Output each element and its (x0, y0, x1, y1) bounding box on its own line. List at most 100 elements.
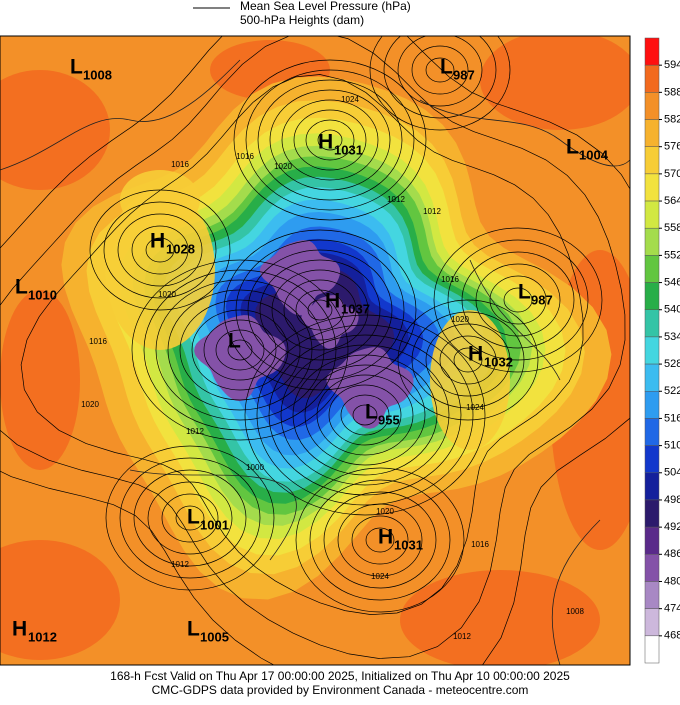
isobar (365, 527, 395, 553)
isobar-label: 1016 (89, 337, 107, 346)
colorbar-box (644, 581, 660, 609)
isobar (161, 493, 219, 543)
isobar (271, 269, 369, 351)
pressure-center-value: 1010 (28, 287, 57, 302)
isobar (269, 89, 391, 191)
colorbar-box (644, 554, 660, 582)
pressure-center-type: H (468, 343, 483, 366)
pressure-center-type: L (187, 618, 200, 641)
isobar-label: 1012 (387, 195, 405, 204)
pressure-center-type: H (12, 618, 27, 641)
colorbar-label: 504 (664, 467, 680, 479)
colorbar-box (644, 472, 660, 501)
colorbar-label: 474 (664, 603, 680, 615)
isobar (316, 374, 414, 456)
isobar (293, 109, 367, 171)
height-core (194, 315, 286, 402)
isobar (223, 229, 417, 391)
colorbar-label: 516 (664, 412, 680, 424)
colorbar-label: 510 (664, 440, 680, 452)
colorbar-label: 588 (664, 86, 680, 98)
pressure-center-type: L (566, 136, 579, 159)
isobar (397, 36, 483, 107)
isobar-label: 1012 (453, 632, 471, 641)
isobar (20, 74, 584, 615)
isobar (259, 259, 381, 361)
isobar (257, 79, 403, 201)
isobar (292, 354, 438, 476)
isobar (131, 225, 189, 275)
isobar (433, 227, 603, 373)
isobar (133, 469, 247, 567)
ridge (120, 170, 200, 230)
colorbar-box (644, 173, 660, 202)
colorbar-box (644, 363, 660, 392)
colorbar-label: 480 (664, 575, 680, 587)
colorbar-box (644, 146, 660, 175)
height-patch (0, 290, 80, 470)
map-border (0, 35, 631, 666)
isobar (295, 289, 345, 331)
ridge (105, 190, 215, 350)
isobar-label: 1016 (236, 152, 254, 161)
colorbar-label: 522 (664, 385, 680, 397)
isobar (304, 364, 426, 466)
isobar-label: 1012 (423, 207, 441, 216)
pressure-center-value: 1001 (200, 517, 229, 532)
pressure-center-type: H (318, 131, 333, 154)
pressure-center-type: L (440, 56, 453, 79)
isobar-label: 1000 (246, 463, 264, 472)
isobar (283, 279, 357, 341)
pressure-center-value: 1037 (341, 301, 370, 316)
isobar (235, 239, 405, 381)
isobar (191, 309, 289, 391)
isobar-label: 1020 (274, 162, 292, 171)
isobar (0, 36, 630, 665)
isobar-label: 1020 (451, 315, 469, 324)
isobar (489, 275, 547, 325)
colorbar-box (644, 200, 660, 229)
height-patch (0, 540, 120, 660)
colorbar-box (644, 309, 660, 338)
colorbar-label: 570 (664, 168, 680, 180)
isobar (280, 344, 450, 486)
pressure-center-type: H (378, 526, 393, 549)
isobar (305, 119, 355, 161)
isobar-label: 1012 (186, 427, 204, 436)
colorbar-box (644, 119, 660, 147)
isobar (425, 323, 511, 397)
height-patch (400, 570, 600, 665)
pressure-center-value: 1032 (484, 354, 513, 369)
pressure-center-type: L (365, 401, 378, 424)
isobar (309, 479, 451, 601)
isobar-label: 1024 (371, 572, 389, 581)
colorbar-box (644, 92, 660, 120)
isobar (397, 299, 539, 421)
isobar (233, 59, 427, 221)
map (0, 36, 630, 665)
pressure-center-type: L (70, 56, 83, 79)
isobar (131, 259, 349, 441)
colorbar-label: 540 (664, 304, 680, 316)
isobar (145, 237, 175, 263)
colorbar-box (644, 64, 660, 93)
isobar (317, 129, 343, 151)
colorbar-label: 468 (664, 630, 680, 642)
isobar-label: 1012 (171, 560, 189, 569)
isobar (167, 289, 313, 411)
colorbar-box (644, 526, 660, 555)
isobar (103, 201, 217, 299)
isobar (245, 69, 415, 211)
isobar (143, 269, 337, 431)
isobar (503, 287, 533, 313)
colorbar: 594 588 582 576 570 564 558 552 546 540 534 528 522 5… (644, 37, 680, 664)
isobar-label: 1020 (158, 290, 176, 299)
isobar (119, 457, 261, 579)
isobar (268, 334, 462, 496)
coastline (0, 59, 630, 665)
footer-line: CMC-GDPS data provided by Environment Ca… (152, 683, 529, 697)
isobar-label: 1024 (341, 95, 359, 104)
isobar (179, 299, 301, 401)
isobar (244, 314, 486, 516)
pressure-center-value: 1031 (334, 142, 363, 157)
